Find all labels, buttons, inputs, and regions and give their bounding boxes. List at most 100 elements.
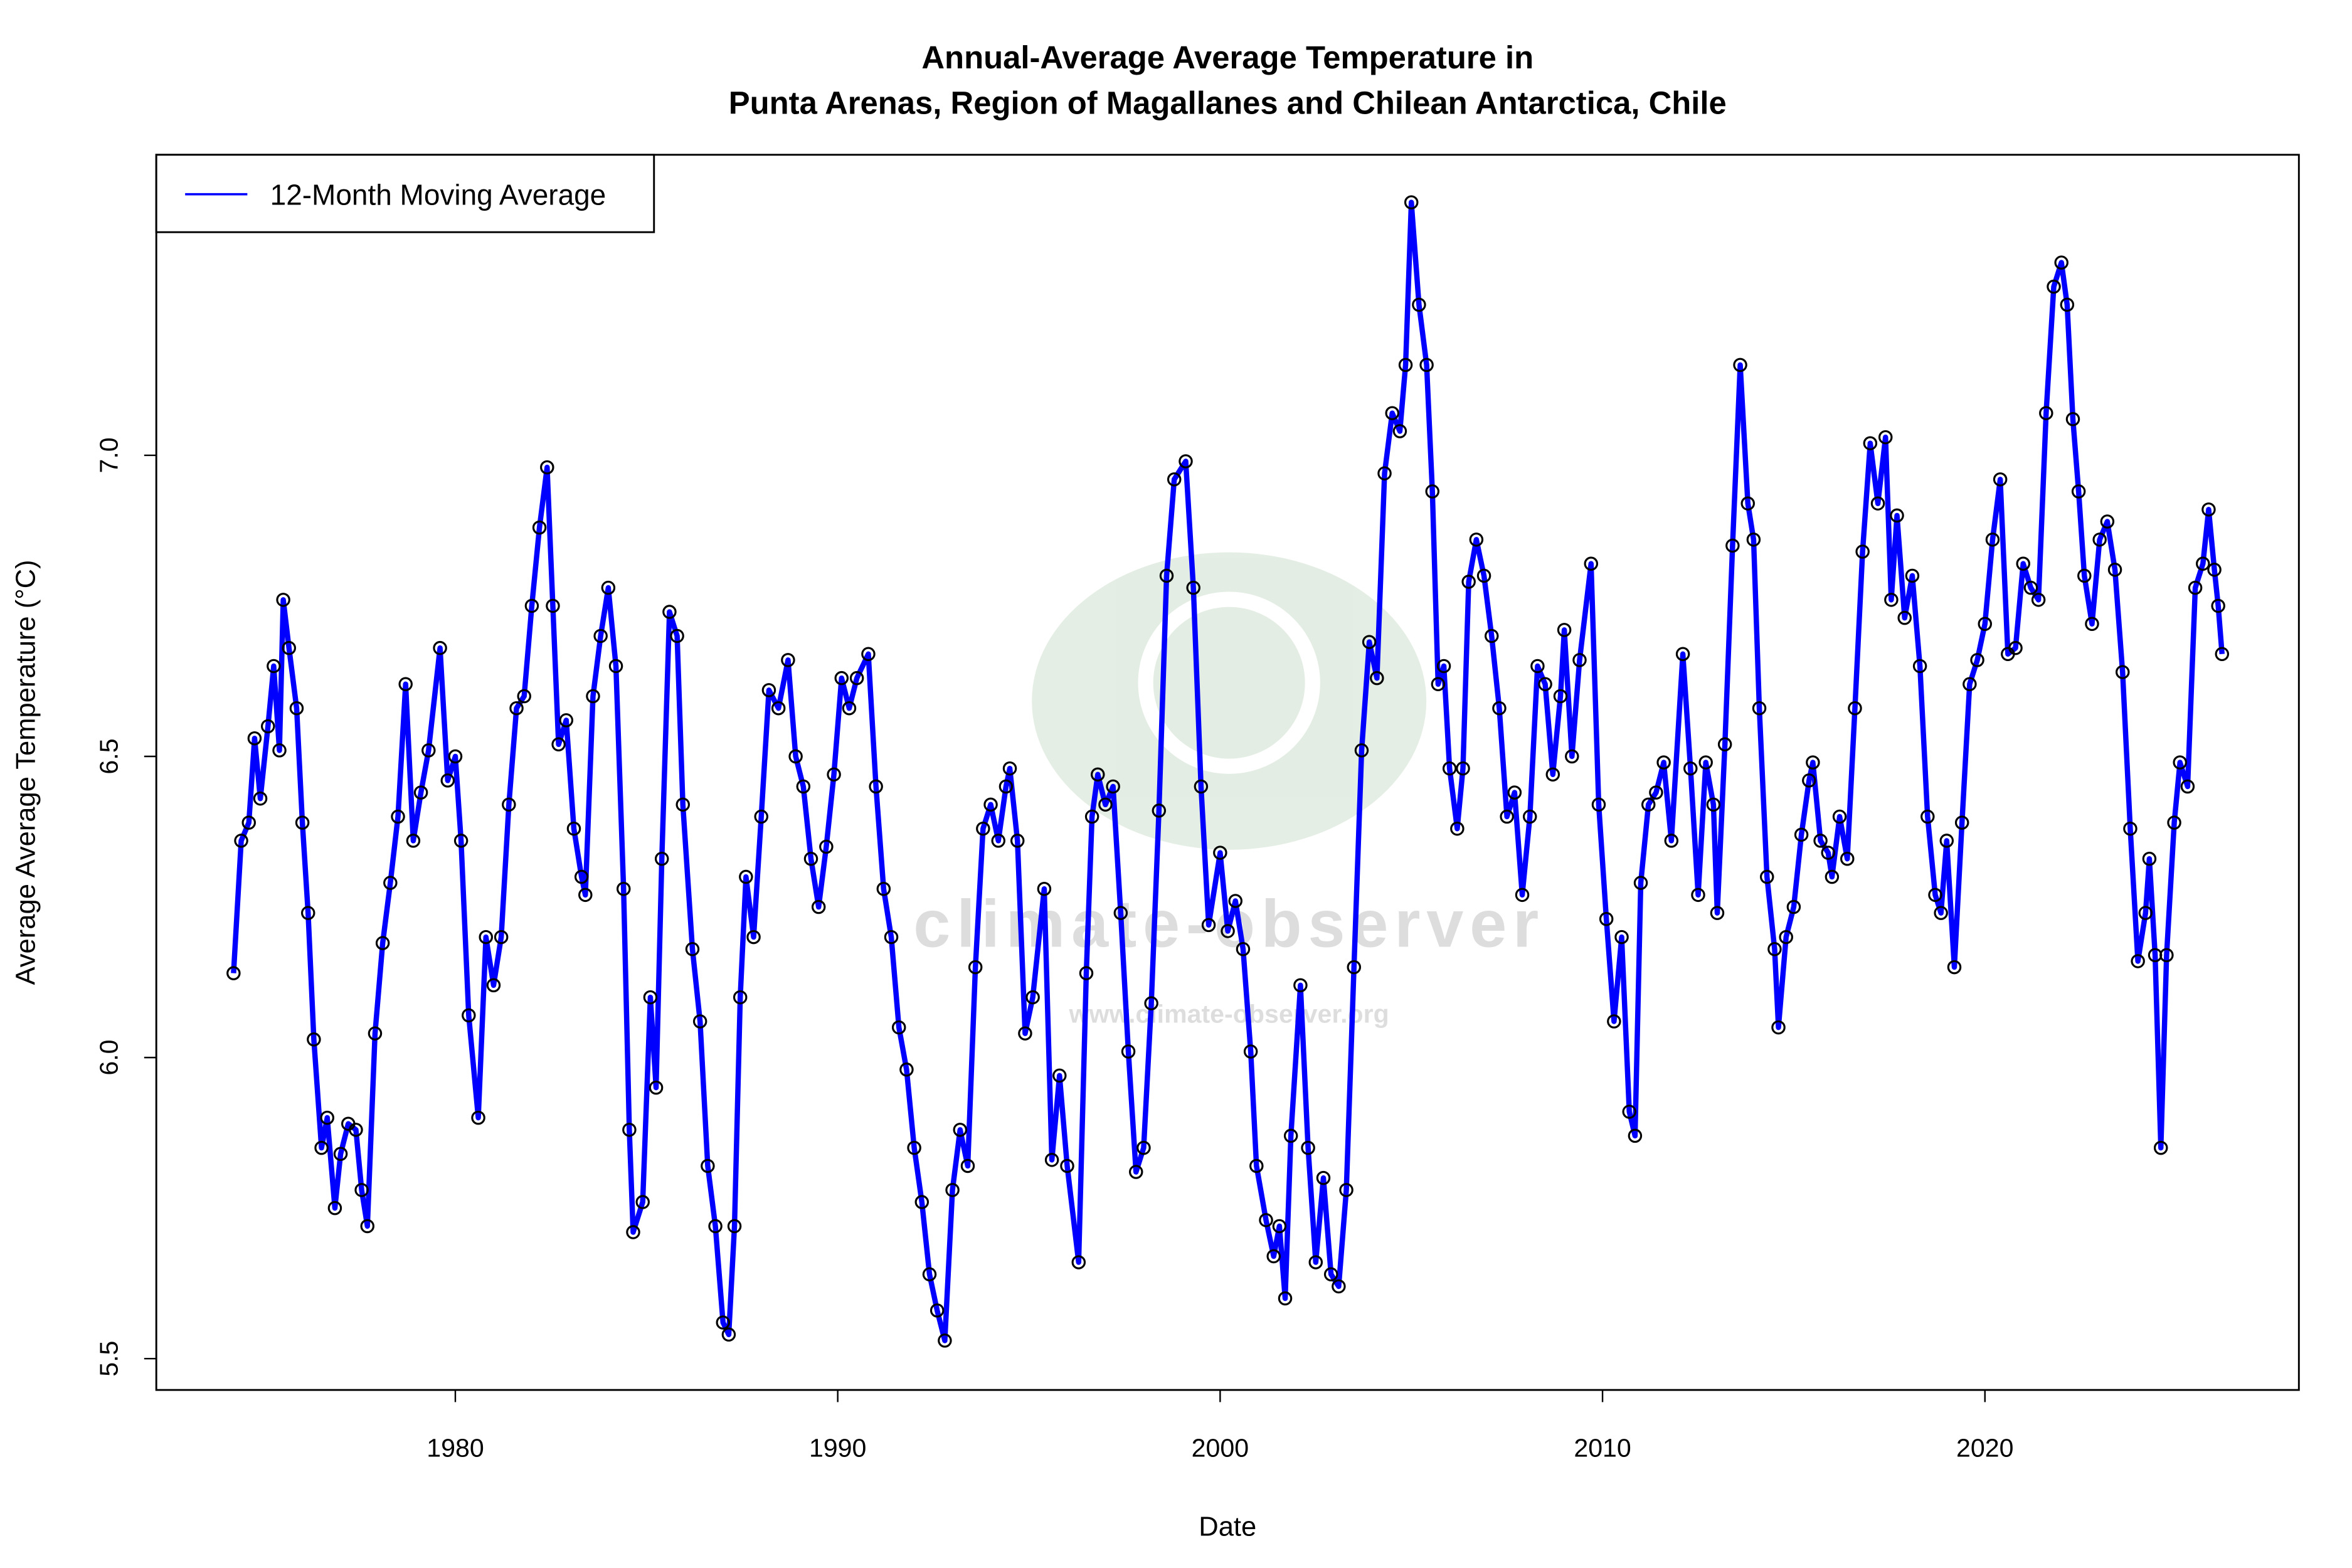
data-point [276,593,290,607]
data-point [2215,647,2230,662]
data-point [1802,773,1816,788]
data-point [349,1123,363,1137]
data-point [1813,834,1828,848]
data-point [976,821,990,836]
data-point [1436,659,1451,674]
data-point [1060,1158,1074,1173]
data-point [1469,532,1484,547]
data-point [578,887,593,903]
data-point [1507,785,1522,800]
data-point [2123,821,2137,836]
data-point [1794,827,1809,842]
data-point [1186,580,1200,595]
data-point [991,834,1005,848]
data-point [2065,412,2080,426]
data-point [300,906,315,920]
watermark-url: www.climate-observer.org [1069,1000,1389,1029]
data-point [1236,942,1251,956]
data-point [1614,930,1629,945]
data-point [1037,881,1052,896]
data-point [2100,514,2115,529]
x-tick-label: 2020 [1956,1434,2013,1463]
data-point [2153,1140,2168,1155]
y-axis-label: Average Average Temperature (°C) [11,559,41,985]
data-point [662,605,677,619]
data-point [375,936,390,950]
data-point [1370,670,1384,686]
data-point [546,598,560,613]
data-point [1266,1249,1281,1264]
data-point [282,640,297,655]
data-point [1897,610,1912,625]
data-point [716,1315,731,1330]
data-point [234,834,248,848]
data-point [1870,496,1885,511]
data-point [622,1123,637,1137]
y-tick-label: 7.0 [94,437,123,473]
x-tick-label: 1980 [426,1434,484,1463]
y-tick-label: 6.0 [94,1040,123,1076]
data-point [827,767,841,782]
data-point [524,598,539,613]
data-point [1641,797,1656,812]
data-point [601,580,616,595]
data-point [1832,809,1847,824]
data-point [1044,1153,1059,1167]
data-point [788,749,803,764]
data-point [1553,689,1568,704]
data-point [1476,568,1491,583]
data-point [1500,809,1514,824]
data-point [1377,466,1392,480]
data-point [383,876,398,890]
data-point [2142,851,2157,866]
data-point [1079,966,1094,980]
data-point [1404,195,1419,209]
data-point [1855,544,1870,559]
data-point [761,683,776,697]
data-point [1228,894,1243,908]
data-point [1128,1165,1143,1179]
data-point [1194,779,1209,794]
data-point [1840,851,1855,866]
y-tick-label: 6.5 [94,738,123,774]
data-point [1339,1183,1353,1197]
data-point [1159,568,1174,583]
data-point [811,899,826,914]
data-point [1725,538,1740,553]
data-point [2092,532,2107,547]
data-point [1884,593,1899,607]
data-point [754,809,768,824]
data-point [1649,785,1663,800]
data-point [1301,1140,1315,1155]
data-point [453,834,469,848]
data-point [593,628,608,644]
data-point [1362,635,1377,649]
data-point [1878,430,1893,445]
data-point [354,1183,369,1197]
data-point [649,1080,664,1095]
data-point [1522,809,1537,824]
data-point [517,689,531,704]
data-point [643,990,658,1005]
data-point [1599,912,1614,926]
data-point [1018,1026,1032,1041]
data-point [899,1062,914,1077]
plot-frame [155,154,2300,1391]
data-point [1863,436,1878,450]
data-point [1091,767,1105,782]
data-point [930,1303,945,1318]
data-point [253,791,268,806]
data-point [1392,424,1407,438]
data-point [1767,942,1782,956]
watermark-globe [1138,591,1320,774]
data-point [1425,484,1440,499]
data-point [1272,1219,1287,1234]
data-point [960,1158,975,1173]
data-point [842,701,857,716]
data-point [654,851,669,866]
data-point [2196,556,2210,571]
data-point [2188,580,2203,595]
data-point [819,839,834,854]
data-point [803,851,818,866]
data-point [1664,834,1679,848]
